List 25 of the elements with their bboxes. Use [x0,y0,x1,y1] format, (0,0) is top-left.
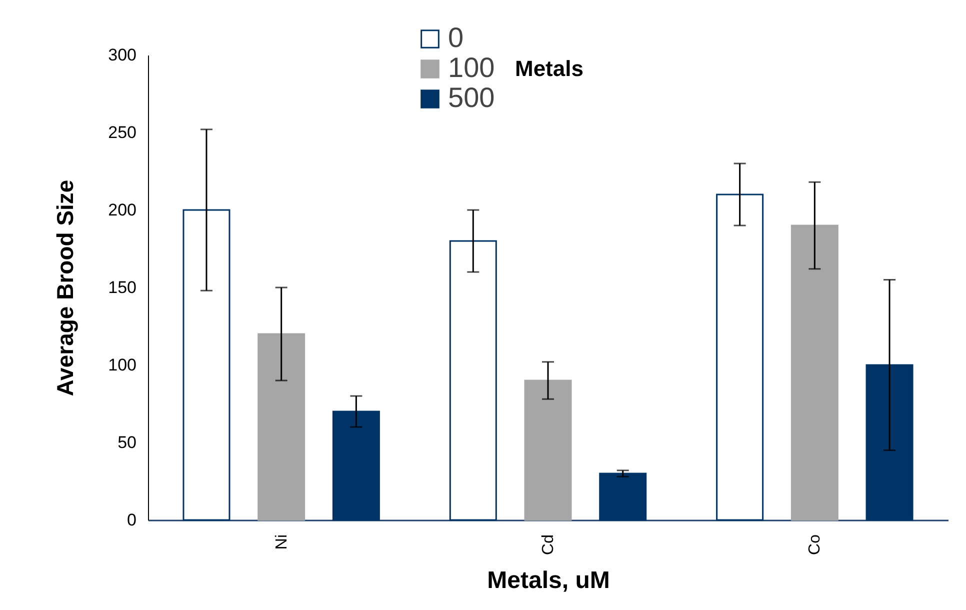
bar [599,472,647,521]
x-tick-label: Ni [273,534,290,550]
y-tick-label: 300 [108,46,136,64]
bar [449,240,497,521]
bar [524,380,572,521]
y-tick-label: 250 [108,123,136,142]
y-tick-label: 0 [127,510,136,530]
bar [332,410,380,521]
legend-title: Metals [515,56,584,81]
bar [866,364,914,521]
y-axis-title: Average Brood Size [52,180,78,396]
y-tick-label: 150 [108,278,136,297]
x-axis-title: Metals, uM [487,566,610,594]
legend-label: 0 [448,22,464,53]
x-tick-label: Cd [540,534,557,555]
bar [790,224,838,521]
bar [182,209,230,521]
bar [716,194,764,521]
legend-label: 500 [448,82,495,113]
y-tick-label: 200 [108,200,136,220]
y-tick-label: 50 [118,433,136,452]
legend-label: 100 [448,52,495,83]
y-tick-label: 100 [108,356,136,374]
x-tick-label: Co [806,534,824,555]
bar [258,333,306,521]
